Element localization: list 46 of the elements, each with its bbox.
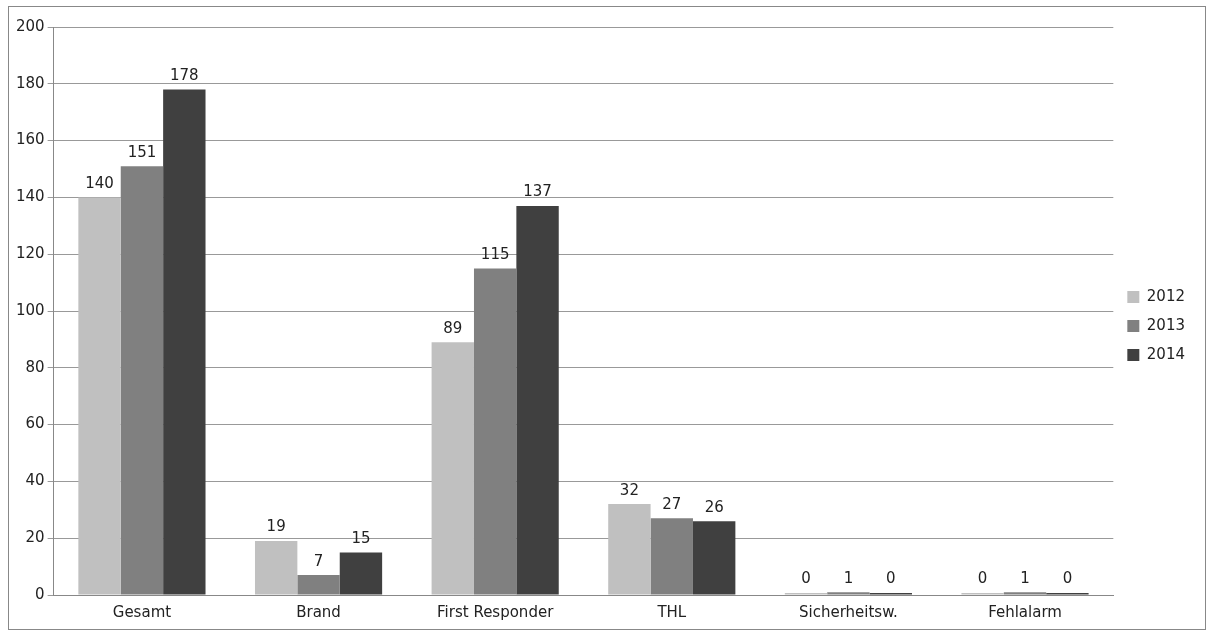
data-label: 32 bbox=[619, 480, 639, 499]
data-label: 1 bbox=[1020, 568, 1030, 587]
bar bbox=[431, 342, 474, 595]
x-tick-label: First Responder bbox=[437, 602, 555, 621]
y-tick-label: 160 bbox=[15, 130, 45, 149]
data-label: 1 bbox=[843, 568, 854, 587]
x-tick-label: Fehlalarm bbox=[988, 602, 1062, 621]
data-label: 27 bbox=[662, 494, 682, 513]
y-tick-label: 200 bbox=[15, 16, 45, 35]
y-tick-label: 140 bbox=[15, 187, 45, 206]
bar bbox=[254, 541, 298, 595]
data-label: 0 bbox=[977, 569, 988, 588]
y-tick-label: 120 bbox=[15, 244, 45, 263]
y-tick-label: 20 bbox=[25, 528, 45, 547]
data-label: 151 bbox=[127, 142, 157, 161]
bar bbox=[339, 552, 383, 595]
x-tick-label: Gesamt bbox=[112, 602, 172, 621]
bar bbox=[163, 89, 206, 595]
y-tick-label: 40 bbox=[25, 471, 45, 490]
bar bbox=[608, 504, 651, 595]
data-label: 7 bbox=[313, 551, 324, 570]
y-tick-label: 100 bbox=[15, 300, 45, 319]
data-label: 115 bbox=[480, 244, 510, 263]
data-label: 15 bbox=[351, 528, 371, 547]
data-label: 89 bbox=[443, 318, 463, 337]
data-label: 19 bbox=[266, 517, 286, 536]
bar bbox=[692, 521, 736, 595]
data-label: 0 bbox=[1062, 569, 1073, 588]
legend-label: 2012 bbox=[1146, 286, 1186, 305]
bar bbox=[516, 205, 559, 595]
legend-label: 2014 bbox=[1146, 344, 1186, 363]
data-label: 178 bbox=[170, 65, 199, 84]
legend-label: 2013 bbox=[1146, 315, 1186, 334]
data-label: 140 bbox=[85, 173, 114, 192]
x-tick-label: Brand bbox=[296, 602, 341, 621]
x-tick-label: Sicherheitsw. bbox=[798, 602, 898, 621]
x-tick-label: THL bbox=[656, 602, 687, 621]
data-label: 0 bbox=[801, 569, 811, 588]
data-label: 137 bbox=[523, 182, 552, 201]
bar bbox=[78, 197, 121, 595]
y-tick-label: 0 bbox=[35, 584, 45, 603]
y-tick-label: 180 bbox=[15, 73, 45, 92]
y-tick-label: 80 bbox=[25, 357, 45, 376]
data-label: 0 bbox=[886, 569, 896, 588]
data-label: 26 bbox=[704, 497, 724, 516]
y-tick-label: 60 bbox=[25, 414, 45, 433]
